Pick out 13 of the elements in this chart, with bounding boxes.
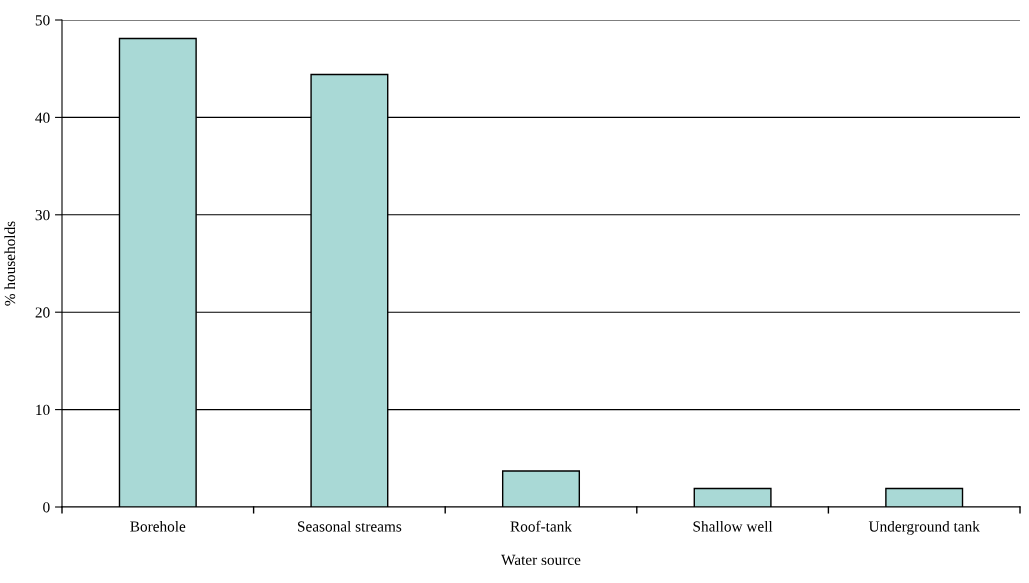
x-tick-label: Seasonal streams: [298, 520, 402, 532]
y-tick-label: 30: [35, 209, 50, 221]
y-tick-label: 20: [35, 307, 50, 318]
x-tick-label: Underground tank: [868, 520, 980, 535]
x-tick-label: Roof-tank: [510, 520, 572, 532]
x-tick-label: Shallow well: [693, 520, 773, 532]
x-tick-label: Borehole: [130, 520, 186, 532]
y-tick-label: 0: [43, 502, 50, 513]
x-axis-title: Water source: [501, 554, 581, 566]
y-tick-label: 50: [35, 15, 50, 26]
y-axis-title: % households: [4, 221, 16, 306]
y-tick-label: 40: [35, 112, 50, 123]
y-tick-label: 10: [36, 404, 50, 416]
